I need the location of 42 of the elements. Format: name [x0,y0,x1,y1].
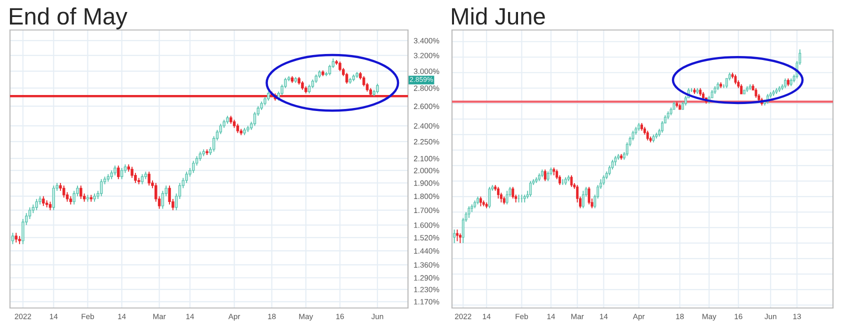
candlestick [148,171,150,186]
candlestick [512,186,514,200]
candlestick [614,155,617,166]
candlestick [100,178,103,197]
candlestick [544,169,546,182]
candlestick [546,170,550,182]
candlestick [267,91,270,102]
candlestick [198,151,202,162]
candlestick [602,174,605,186]
candlestick [497,186,500,200]
candlestick [376,83,379,94]
candlestick [236,123,240,134]
candlestick [456,229,458,242]
candlestick [120,168,124,180]
candlestick [140,174,144,185]
candlestick [734,74,737,85]
candlestick [453,229,456,244]
candlestick [219,123,222,135]
candlestick [588,186,590,205]
candlestick [192,160,195,174]
candlestick [646,130,649,141]
candlestick [754,88,758,98]
candlestick [582,190,584,209]
candlestick [740,84,743,94]
candlestick [338,61,342,72]
candlestick [458,232,462,244]
candlestick [345,72,348,84]
chart-title: End of May [10,7,128,30]
candlestick [661,120,664,134]
candlestick [35,198,38,211]
candlestick [42,196,45,206]
chart-title: Mid June [452,7,545,25]
candlestick [80,185,82,200]
candlestick [117,165,120,180]
candlestick [479,196,482,207]
candlestick [114,165,116,176]
candlestick [212,136,216,152]
candlestick [11,232,14,245]
candlestick [52,185,55,211]
candlestick [784,78,786,89]
candlestick [14,232,18,243]
candlestick [506,190,508,205]
